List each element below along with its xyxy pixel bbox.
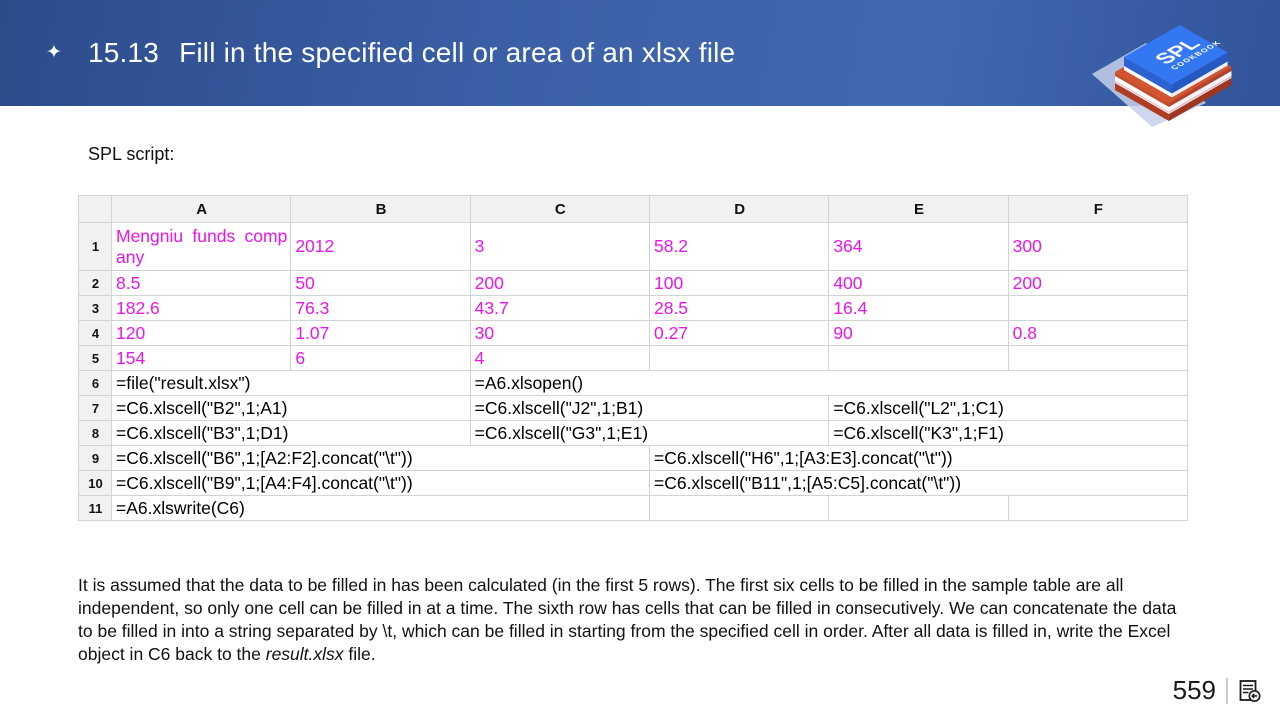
grid-row-number: 5 xyxy=(78,345,112,371)
grid-cell: Mengniu funds company xyxy=(110,222,292,271)
grid-cell: 8.5 xyxy=(110,270,292,296)
document-return-icon xyxy=(1239,679,1261,702)
grid-cell xyxy=(828,345,1009,371)
section-number: 15.13 xyxy=(88,37,160,68)
grid-cell: =A6.xlswrite(C6) xyxy=(111,495,650,521)
grid-row: 6 =file("result.xlsx") =A6.xlsopen() xyxy=(78,370,1189,396)
grid-row-number: 9 xyxy=(78,445,112,471)
grid-row-number: 6 xyxy=(78,370,112,396)
grid-cell: =C6.xlscell("B11",1;[A5:C5].concat("\t")… xyxy=(648,470,1189,496)
grid-cell: 200 xyxy=(1007,270,1189,296)
grid-cell xyxy=(828,495,1009,521)
grid-row: 4 120 1.07 30 0.27 90 0.8 xyxy=(78,320,1189,346)
grid-row: 10 =C6.xlscell("B9",1;[A4:F4].concat("\t"… xyxy=(78,470,1189,496)
grid-cell: 182.6 xyxy=(110,295,292,321)
grid-row: 7 =C6.xlscell("B2",1;A1) =C6.xlscell("J2",… xyxy=(78,395,1188,421)
grid-row: 11 =A6.xlswrite(C6) xyxy=(78,495,1189,521)
grid-row: 5 154 6 4 xyxy=(78,345,1189,371)
grid-row: 9 =C6.xlscell("B6",1;[A2:F2].concat("\t")… xyxy=(78,445,1189,471)
grid-column-header: C xyxy=(469,195,650,223)
grid-cell: 6 xyxy=(290,345,471,371)
grid-cell: 50 xyxy=(290,270,471,296)
footer-divider xyxy=(1226,677,1228,704)
grid-cell: =file("result.xlsx") xyxy=(111,370,471,396)
description-text: It is assumed that the data to be filled… xyxy=(78,575,1177,664)
grid-cell: 300 xyxy=(1007,222,1189,271)
grid-cell: =C6.xlscell("G3",1;E1) xyxy=(469,420,830,446)
grid-cell: 28.5 xyxy=(648,295,830,321)
grid-row: 2 8.5 50 200 100 400 200 xyxy=(78,270,1189,296)
grid-cell: 200 xyxy=(469,270,650,296)
section-title: Fill in the specified cell or area of an… xyxy=(179,37,736,68)
grid-row-number: 4 xyxy=(78,320,112,346)
grid-cell: =C6.xlscell("H6",1;[A3:E3].concat("\t")) xyxy=(648,445,1189,471)
title-bar: ✦ 15.13 Fill in the specified cell or ar… xyxy=(0,0,1280,106)
grid-column-header: B xyxy=(290,195,471,223)
grid-cell: =A6.xlsopen() xyxy=(469,370,1189,396)
grid-cell xyxy=(1007,295,1189,321)
grid-cell: =C6.xlscell("L2",1;C1) xyxy=(828,395,1188,421)
grid-cell: 0.27 xyxy=(648,320,830,346)
blue-book: SPL COOKBOOK xyxy=(1124,25,1228,98)
description: It is assumed that the data to be filled… xyxy=(78,574,1186,666)
footer: 559 xyxy=(1173,675,1262,706)
grid-cell: 43.7 xyxy=(469,295,650,321)
grid-row-number: 10 xyxy=(78,470,112,496)
description-filename: result.xlsx xyxy=(265,644,344,664)
grid-cell xyxy=(1007,345,1189,371)
sparkle-icon: ✦ xyxy=(46,42,62,63)
grid-cell: 2012 xyxy=(290,222,471,271)
grid-cell: =C6.xlscell("B2",1;A1) xyxy=(111,395,471,421)
grid-row-number: 11 xyxy=(78,495,112,521)
description-text: file. xyxy=(343,644,376,664)
grid-column-header: D xyxy=(648,195,830,223)
grid-cell: 100 xyxy=(648,270,830,296)
grid-cell: 154 xyxy=(110,345,292,371)
grid-cell: =C6.xlscell("B3",1;D1) xyxy=(111,420,471,446)
spl-grid: A B C D E F 1 Mengniu funds company 2012 3 58.2 364… xyxy=(78,195,1189,521)
grid-row-number: 2 xyxy=(78,270,112,296)
grid-cell xyxy=(1007,495,1189,521)
grid-cell: 30 xyxy=(469,320,650,346)
script-label: SPL script: xyxy=(88,144,175,164)
page-number: 559 xyxy=(1172,675,1216,705)
spl-cookbook-icon: SPL COOKBOOK xyxy=(1092,25,1232,127)
grid-cell: 0.8 xyxy=(1007,320,1189,346)
page-title: 15.13 Fill in the specified cell or area… xyxy=(88,0,735,106)
grid-row: 1 Mengniu funds company 2012 3 58.2 364 300 xyxy=(78,222,1189,271)
grid-cell: 3 xyxy=(469,222,650,271)
grid-row: 8 =C6.xlscell("B3",1;D1) =C6.xlscell("G3",… xyxy=(78,420,1188,446)
grid-cell: 400 xyxy=(828,270,1009,296)
grid-corner-cell xyxy=(78,195,112,223)
grid-row: 3 182.6 76.3 43.7 28.5 16.4 xyxy=(78,295,1189,321)
grid-cell: 364 xyxy=(828,222,1009,271)
grid-row-number: 8 xyxy=(78,420,112,446)
grid-cell: 1.07 xyxy=(290,320,471,346)
grid-cell: 76.3 xyxy=(290,295,471,321)
grid-row-number: 1 xyxy=(78,222,112,271)
grid-row-number: 3 xyxy=(78,295,112,321)
grid-cell: =C6.xlscell("B9",1;[A4:F4].concat("\t")) xyxy=(111,470,650,496)
grid-column-header: A xyxy=(110,195,292,223)
grid-cell: =C6.xlscell("K3",1;F1) xyxy=(828,420,1188,446)
grid-cell: 120 xyxy=(110,320,292,346)
grid-cell: 4 xyxy=(469,345,650,371)
grid-cell: =C6.xlscell("B6",1;[A2:F2].concat("\t")) xyxy=(111,445,650,471)
grid-cell: 16.4 xyxy=(828,295,1009,321)
grid-cell: 58.2 xyxy=(648,222,830,271)
grid-column-header: F xyxy=(1007,195,1189,223)
grid-cell: 90 xyxy=(828,320,1009,346)
grid-column-header: E xyxy=(828,195,1009,223)
grid-cell: =C6.xlscell("J2",1;B1) xyxy=(469,395,830,421)
grid-cell xyxy=(648,345,830,371)
grid-row-number: 7 xyxy=(78,395,112,421)
grid-cell xyxy=(648,495,830,521)
